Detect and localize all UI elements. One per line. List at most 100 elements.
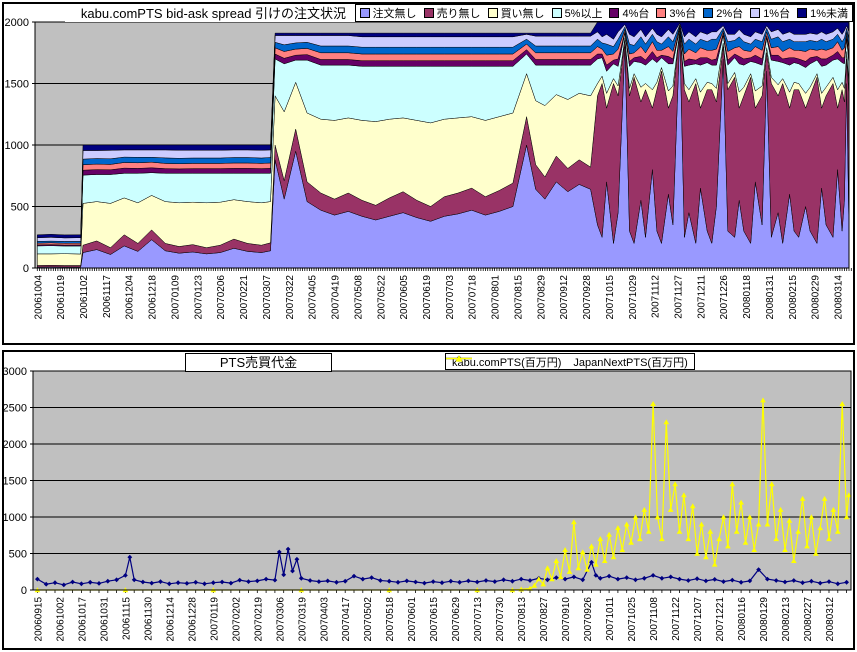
x-axis-label: 20080213: [781, 597, 792, 642]
legend-swatch-icon: [797, 8, 808, 18]
legend-bid-ask: 注文無し 売り無し 買い無し 5%以上 4%台 3%台 2%台 1%台 1%未満: [354, 4, 853, 22]
x-axis-label: 20071211: [696, 275, 707, 319]
diamond-markers: [35, 546, 849, 588]
x-axis-label: 20061117: [102, 275, 113, 318]
x-axis-label: 20070419: [331, 275, 342, 320]
y-axis-tick-label: 1000: [5, 140, 29, 152]
legend-item: 1%未満: [797, 5, 848, 21]
x-axis-label: 20070910: [561, 597, 572, 642]
legend-label: 注文無し: [372, 8, 417, 20]
x-axis-label: 20061017: [77, 597, 88, 642]
y-axis-tick-label: 0: [21, 585, 27, 597]
x-axis-label: 20070926: [583, 597, 594, 642]
legend-item: 5%以上: [551, 5, 603, 21]
legend-label: 買い無し: [500, 8, 545, 20]
x-axis-label: 20071011: [605, 597, 616, 641]
x-axis-label: 20080129: [759, 597, 770, 642]
x-axis-label: 20070829: [536, 275, 547, 320]
x-axis-label: 20071112: [651, 275, 662, 318]
x-axis-label: 20070119: [209, 597, 220, 641]
x-axis-label: 20070319: [297, 597, 308, 642]
x-axis-label: 20070718: [468, 275, 479, 320]
x-axis-label: 20070508: [353, 275, 364, 320]
y-axis-tick-label: 2500: [4, 403, 27, 415]
x-axis-label: 20070813: [517, 597, 528, 642]
x-axis-label: 20070629: [451, 597, 462, 642]
x-axis-label: 20080215: [788, 275, 799, 320]
legend-label: 売り無し: [436, 8, 481, 20]
chart-title-bid-ask: kabu.comPTS bid-ask spread 引けの注文状況: [65, 5, 362, 22]
x-axis-label: 20070307: [262, 275, 273, 320]
x-axis-label: 20071207: [693, 597, 704, 642]
x-axis-label: 20080229: [811, 275, 822, 320]
x-axis-label: 20070601: [407, 597, 418, 642]
bid-ask-spread-chart: 0 500 1000 1500 2000 20061004 20061019 20061102…: [2, 2, 855, 345]
x-axis-label: 20070502: [363, 597, 374, 642]
x-axis-label: 20060915: [33, 597, 44, 642]
legend-item: 4%台: [609, 5, 649, 21]
legend-item: 買い無し: [487, 5, 545, 21]
y-axis-tick-label: 0: [23, 263, 29, 275]
chart-title-trading-value: PTS売買代金: [185, 353, 332, 372]
x-axis-label: 20071226: [719, 275, 730, 320]
x-axis-label: 20061019: [56, 275, 67, 320]
x-axis-label: 20070306: [275, 597, 286, 642]
x-axis-label: 20070815: [513, 275, 524, 320]
stacked-area-plot: 0 500 1000 1500 2000 20061004 20061019 20061102…: [5, 17, 852, 320]
y-axis-tick-label: 500: [9, 549, 27, 561]
line-plot: 0 500 1000 1500 2000 2500 3000 20060915 20061002…: [4, 366, 852, 642]
x-axis-label: 20071029: [628, 275, 639, 320]
x-axis-label: 20080312: [825, 597, 836, 642]
x-axis-label: 20071122: [671, 597, 682, 641]
x-axis-label: 20070518: [385, 597, 396, 642]
x-axis-label: 20070730: [495, 597, 506, 642]
legend-item: 1%台: [750, 5, 790, 21]
x-axis-label: 20061130: [143, 597, 154, 641]
legend-item: 2%台: [703, 5, 743, 21]
legend-label: 3%台: [669, 8, 697, 20]
line-series-JapanNextPTS(百万円): [37, 400, 850, 591]
x-axis-ticks: [36, 268, 852, 271]
x-axis-label: 20061002: [55, 597, 66, 642]
legend-label: JapanNextPTS(百万円): [573, 356, 688, 369]
x-axis-label: 20070405: [308, 275, 319, 320]
x-axis-label: 20061228: [187, 597, 198, 642]
legend-triangle-marker-icon: [446, 355, 472, 362]
legend-label: 1%未満: [810, 8, 848, 20]
x-axis-label: 20080227: [803, 597, 814, 642]
x-axis-label: 20071025: [627, 597, 638, 642]
x-axis-label: 20070322: [285, 275, 296, 320]
x-axis-label: 20070827: [539, 597, 550, 642]
legend-swatch-icon: [609, 8, 620, 18]
x-axis-label: 20071015: [605, 275, 616, 320]
x-axis-label: 20070522: [376, 275, 387, 320]
x-axis-label: 20070403: [319, 597, 330, 642]
y-axis-tick-label: 3000: [4, 366, 27, 378]
x-axis-label: 20070713: [473, 597, 484, 642]
x-axis-label: 20071221: [715, 597, 726, 642]
x-axis-label: 20071127: [674, 275, 685, 319]
legend-label: 5%以上: [564, 8, 603, 20]
legend-swatch-icon: [656, 8, 667, 18]
x-axis-label: 20080116: [737, 597, 748, 641]
legend-swatch-icon: [750, 8, 761, 18]
pts-trading-value-chart: 0 500 1000 1500 2000 2500 3000 20060915 20061002…: [2, 350, 855, 650]
legend-swatch-icon: [423, 8, 434, 18]
x-axis-label: 20061004: [33, 275, 44, 320]
legend-swatch-icon: [487, 8, 498, 18]
legend-item: JapanNextPTS(百万円): [446, 354, 688, 370]
x-axis-label: 20080314: [834, 275, 845, 320]
x-axis-label: 20061204: [125, 275, 136, 320]
x-axis-label: 20070417: [341, 597, 352, 642]
y-axis-tick-label: 500: [11, 202, 29, 214]
legend-label: 4%台: [622, 8, 650, 20]
x-axis-label: 20070109: [170, 275, 181, 320]
legend-swatch-icon: [359, 8, 370, 18]
legend-item: 売り無し: [423, 5, 481, 21]
x-axis-label: 20070123: [193, 275, 204, 320]
legend-item: 注文無し: [359, 5, 417, 21]
x-axis-label: 20070912: [559, 275, 570, 320]
y-axis-tick-label: 1000: [4, 512, 27, 524]
legend-trading-value: kabu.comPTS(百万円) JapanNextPTS(百万円): [445, 353, 695, 370]
